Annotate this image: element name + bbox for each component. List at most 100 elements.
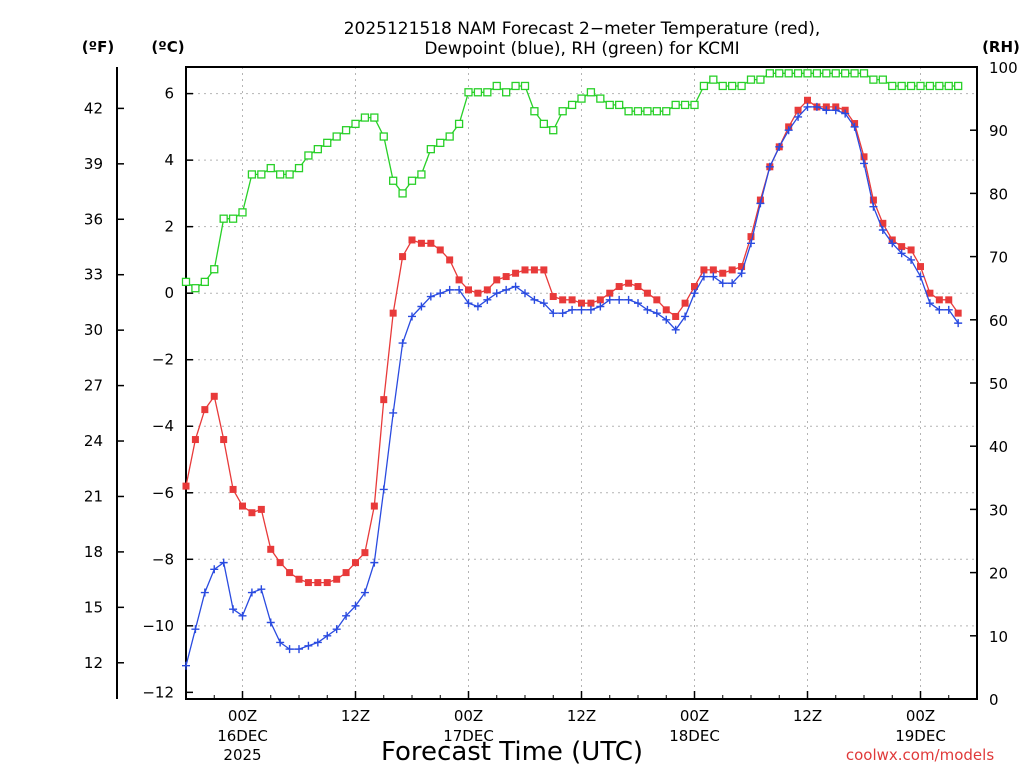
rh-point [398, 189, 407, 198]
dewpoint-point [634, 299, 642, 308]
dewpoint-point [370, 558, 379, 567]
time-tick-label: 00Z [228, 707, 257, 725]
dewpoint-point [596, 302, 605, 311]
chart-title-line1: 2025121518 NAM Forecast 2−meter Temperat… [344, 19, 821, 39]
temperature-point [399, 253, 407, 261]
dewpoint-point [247, 588, 256, 597]
dewpoint-point [935, 305, 944, 314]
dewpoint-point [850, 122, 859, 131]
rh-point [888, 81, 897, 91]
dewpoint-point [841, 109, 850, 118]
fahrenheit-tick-label: 15 [84, 598, 103, 616]
rh-point [680, 100, 690, 110]
rh-point [765, 69, 774, 78]
time-tick-label: 12Z [341, 707, 370, 725]
series-layer [181, 69, 963, 670]
dewpoint-point [558, 309, 567, 318]
dewpoint-point [728, 279, 737, 288]
rh-point [351, 119, 360, 129]
rh-point [276, 170, 285, 179]
dewpoint-point [295, 645, 303, 654]
rh-point [916, 81, 925, 91]
rh-point [662, 107, 671, 116]
rh-point [445, 132, 454, 141]
dewpoint-point [530, 295, 539, 304]
rh-point [530, 107, 539, 116]
temperature-point [559, 296, 567, 304]
temperature-point [709, 266, 717, 274]
temperature-point [643, 289, 651, 297]
celsius-tick-label: 2 [164, 218, 174, 236]
temperature-point [220, 436, 228, 444]
rh-point [407, 176, 417, 185]
dewpoint-point [351, 601, 360, 610]
temperature-point [323, 579, 331, 587]
temperature-point [634, 283, 642, 291]
temperature-point [304, 579, 312, 587]
rh-point [191, 284, 200, 293]
fahrenheit-tick-label: 33 [84, 266, 103, 284]
rh-tick-label: 80 [989, 185, 1008, 203]
fahrenheit-tick-label: 42 [84, 99, 103, 117]
dewpoint-point [643, 305, 652, 314]
temperature-point [681, 299, 689, 307]
rh-point [709, 75, 718, 84]
dewpoint-point [652, 309, 661, 318]
time-tick-label: 00Z [454, 707, 483, 725]
rh-point [454, 119, 464, 129]
dewpoint-point [615, 295, 624, 304]
dewpoint-point [219, 558, 228, 567]
dewpoint-point [398, 339, 407, 348]
dewpoint-point [831, 106, 840, 115]
dewpoint-point [455, 285, 464, 294]
fahrenheit-tick-label: 27 [84, 377, 103, 395]
temperature-point [276, 559, 284, 567]
rh-tick-label: 30 [989, 501, 1008, 519]
series-temperature [182, 96, 962, 587]
temperature-point [436, 246, 444, 254]
temperature-point [568, 296, 576, 304]
rh-point [426, 145, 435, 154]
temperature-point [408, 236, 416, 244]
dewpoint-point [907, 255, 916, 264]
rh-point [294, 163, 304, 173]
rh-point [502, 88, 511, 97]
rh-point [944, 81, 953, 91]
rh-point [304, 151, 313, 160]
rh-point [718, 81, 727, 91]
temperature-point [342, 569, 350, 577]
temperature-point [512, 269, 520, 277]
rh-point [775, 69, 784, 78]
dewpoint-point [784, 126, 793, 135]
temperature-point [578, 299, 585, 307]
temperature-point [201, 406, 209, 414]
rh-point [954, 81, 963, 91]
temperature-point [352, 559, 359, 567]
dewpoint-point [605, 295, 614, 304]
dewpoint-point [690, 289, 699, 298]
rh-point [549, 126, 558, 135]
temperature-point [191, 436, 199, 444]
celsius-tick-label: 6 [164, 85, 174, 103]
rh-point [417, 170, 426, 179]
rh-point [793, 69, 803, 78]
date-tick-label: 16DEC [217, 727, 268, 745]
fahrenheit-tick-label: 30 [84, 321, 103, 339]
temperature-point [691, 283, 698, 291]
dewpoint-point [897, 249, 906, 258]
rh-point [605, 100, 614, 110]
fahrenheit-tick-label: 12 [84, 654, 103, 672]
rh-unit-label: (RH) [982, 38, 1020, 56]
dewpoint-point [765, 162, 774, 171]
temperature-point [229, 485, 237, 493]
dewpoint-point [709, 272, 718, 281]
rh-point [756, 75, 765, 84]
dewpoint-point [417, 302, 426, 311]
temperature-point [860, 153, 868, 161]
temperature-point [898, 243, 906, 251]
temperature-point [521, 266, 529, 274]
time-tick-label: 00Z [680, 707, 709, 725]
rh-tick-label: 20 [989, 565, 1008, 583]
rh-point [323, 138, 332, 147]
dewpoint-point [323, 631, 332, 640]
